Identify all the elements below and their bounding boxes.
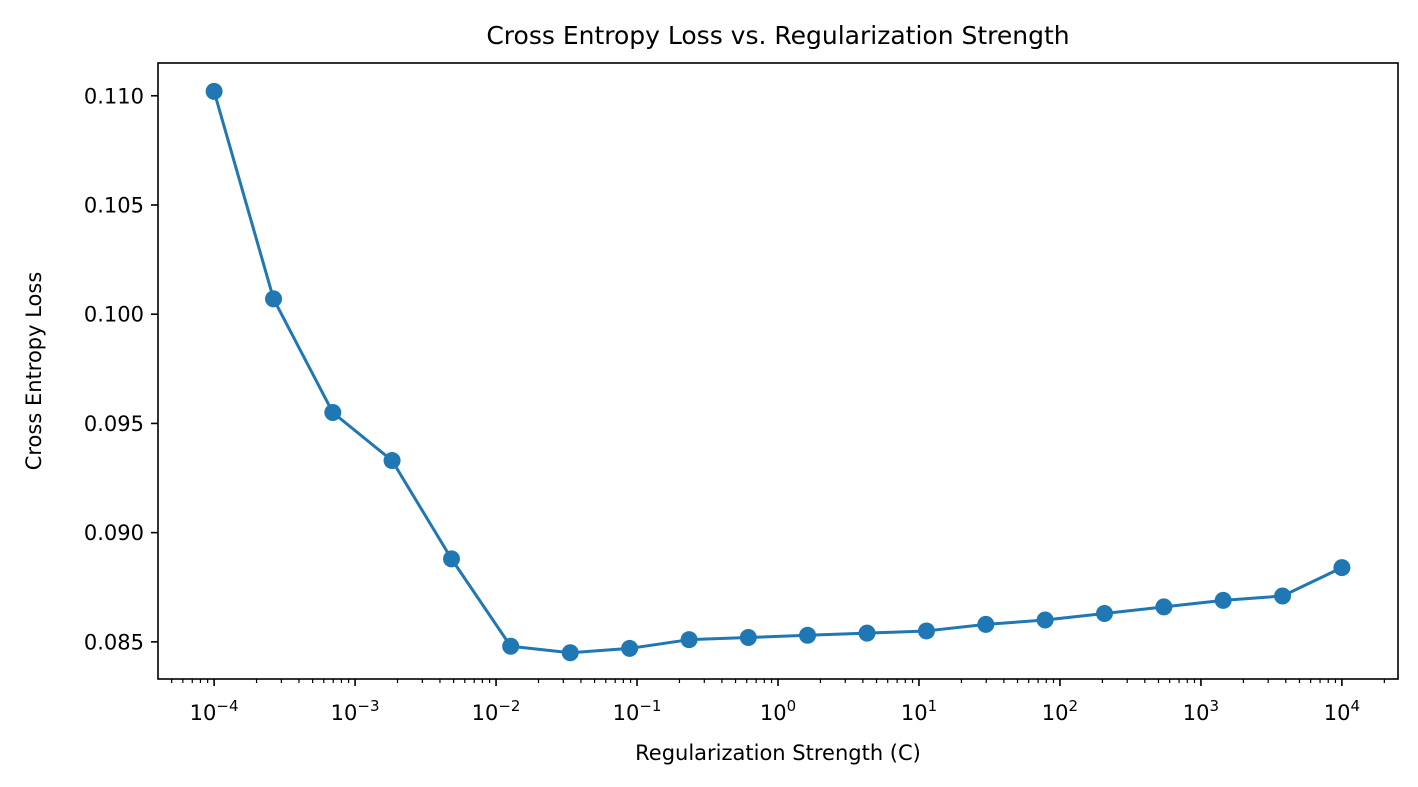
data-point [383,452,401,470]
y-tick-label: 0.085 [84,630,144,654]
y-tick-label: 0.100 [84,303,144,327]
series-line [212,90,1343,655]
x-tick-label: 103 [1183,697,1219,725]
data-point [1214,591,1232,609]
chart-title: Cross Entropy Loss vs. Regularization St… [486,21,1069,50]
data-point [621,639,639,657]
x-tick-label: 102 [1042,697,1078,725]
y-tick-label: 0.105 [84,193,144,217]
x-tick-label: 10−1 [613,697,662,725]
y-tick-label: 0.095 [84,412,144,436]
data-point [1155,598,1173,616]
x-tick-label: 104 [1324,697,1360,725]
x-axis-ticks: 10−4 10−3 10−2 10−1 100 101 102 103 104 [190,679,1360,725]
data-point [799,626,817,644]
series-group [205,82,1351,662]
data-point [1095,604,1113,622]
x-tick-label: 101 [901,697,937,725]
data-point [1333,559,1351,577]
x-tick-label: 100 [760,697,796,725]
x-tick-label: 10−2 [472,697,521,725]
data-point [917,622,935,640]
data-point [977,615,995,633]
data-point [739,628,757,646]
data-point [858,624,876,642]
data-point [442,550,460,568]
data-point [561,644,579,662]
data-point [205,82,223,100]
plot-frame [157,62,1399,680]
y-axis-ticks: 0.085 0.090 0.095 0.100 0.105 0.110 [84,84,158,654]
x-axis-title: Regularization Strength (C) [635,741,921,765]
data-point [1274,587,1292,605]
y-tick-label: 0.090 [84,521,144,545]
x-tick-label: 10−4 [190,697,239,725]
y-tick-label: 0.110 [84,84,144,108]
data-point [502,637,520,655]
data-point [680,631,698,649]
x-tick-label: 10−3 [331,697,380,725]
y-axis-title: Cross Entropy Loss [22,272,46,471]
data-point [1036,611,1054,629]
data-point [324,404,342,422]
data-point [265,290,283,308]
